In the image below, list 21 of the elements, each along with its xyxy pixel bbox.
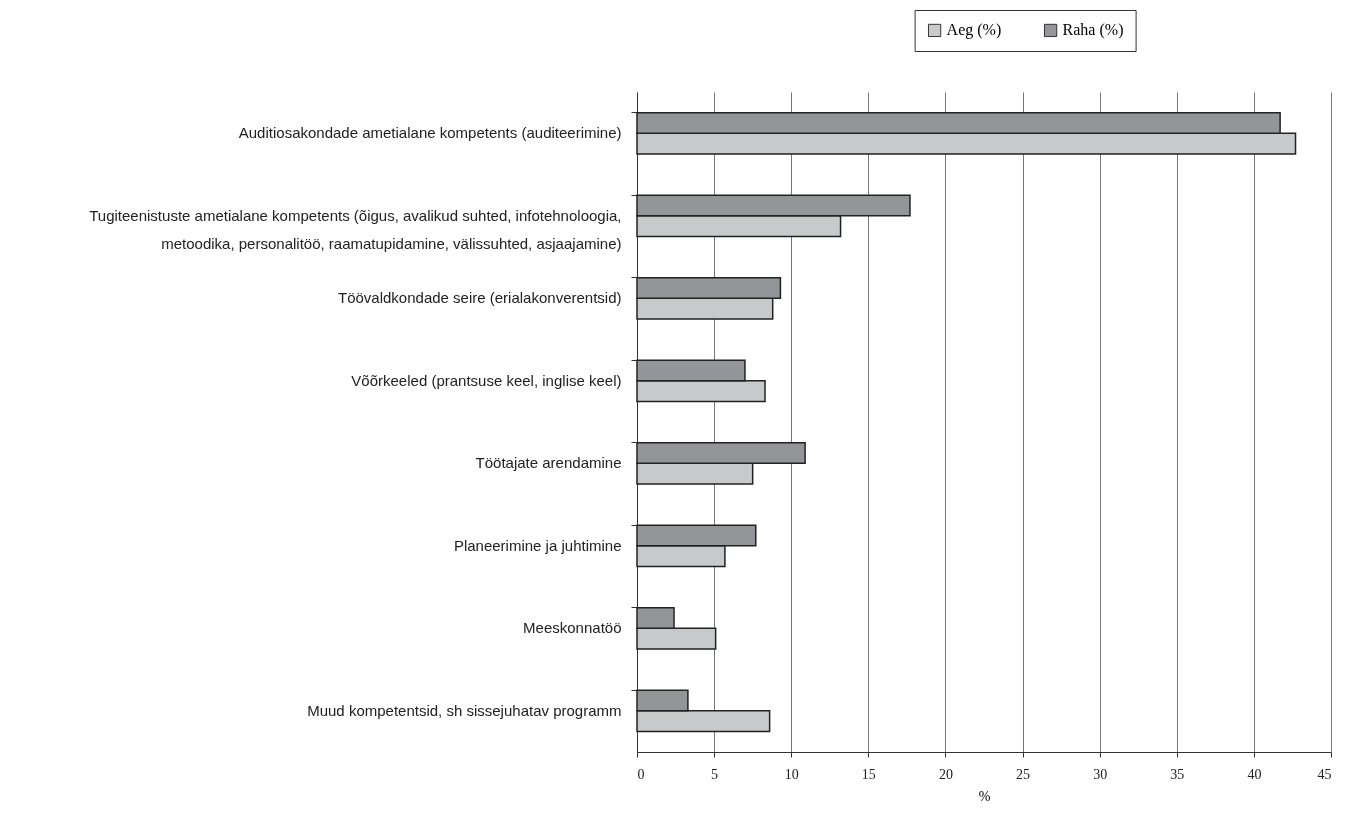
y-tick-label: Muud kompetentsid, sh sissejuhatav programm [307, 701, 622, 719]
x-tick-label: 15 [861, 766, 876, 782]
x-tick-label: 25 [1016, 766, 1031, 782]
x-tick-label: 40 [1247, 766, 1262, 782]
x-tick-label: 5 [711, 766, 719, 782]
y-tick-label: Võõrkeeled (prantsuse keel, inglise keel) [351, 371, 622, 389]
x-tick-label: 10 [784, 766, 799, 782]
x-tick-label: 35 [1170, 766, 1185, 782]
x-tick-label: 20 [938, 766, 953, 782]
legend-label: Aeg (%) [946, 21, 1002, 40]
y-tick-label: Töövaldkondade seire (erialakonverentsid) [338, 289, 622, 307]
y-tick-label: Planeerimine ja juhtimine [453, 536, 622, 554]
x-tick-label: 30 [1093, 766, 1108, 782]
x-axis-title: % [978, 788, 991, 804]
y-tick-label: Tugiteenistuste ametialane kompetents (õigus, avalikud suhted, infotehnoloogia, metoodika, personalitöö, raamatupidamine, välissuhted, asjaajamine) [89, 206, 622, 252]
x-tick-label: 0 [637, 766, 645, 782]
x-tick-label: 45 [1317, 766, 1332, 782]
y-tick-label: Töötajate arendamine [475, 454, 622, 472]
legend-label: Raha (%) [1062, 21, 1124, 40]
y-tick-label: Meeskonnatöö [523, 619, 622, 637]
y-tick-label: Auditiosakondade ametialane kompetents (auditeerimine) [238, 124, 622, 142]
